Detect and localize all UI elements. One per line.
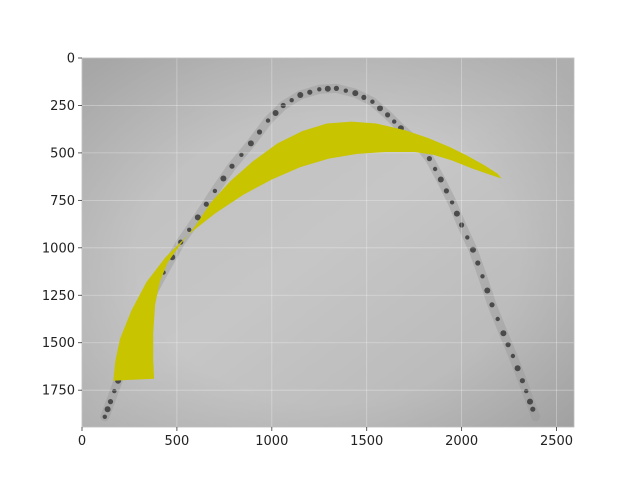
arch-marker-dot [453,210,460,217]
axes: 0 500 1000 1500 2000 2500 0 250 500 750 1000 1250 15… [42,52,575,449]
arch-marker-dot [112,388,117,394]
y-tick-label: 500 [50,146,75,161]
arch-marker-dot [449,200,455,205]
arch-marker-dot [370,99,375,104]
arch-marker-dot [265,118,271,123]
y-tick-label: 1250 [42,289,75,304]
arch-marker-dot [505,342,511,348]
arch-marker-dot [514,365,521,372]
arch-marker-dot [324,85,331,92]
arch-marker-dot [480,274,485,279]
x-tick-label: 500 [164,434,189,449]
y-tick-label: 750 [50,194,75,209]
arch-marker-dot [203,201,209,207]
arch-marker-dot [443,188,449,194]
yellow-overlay-region [113,121,502,381]
arch-marker-dot [484,287,491,294]
arch-marker-dot [256,129,263,135]
arch-marker-dot [377,105,383,112]
y-tick-label: 250 [50,99,75,114]
x-tick-label: 0 [78,434,86,449]
arch-marker-dot [437,176,444,183]
arch-marker-dot [187,227,192,232]
grid-lines [82,58,574,427]
arch-marker-dot [500,330,507,337]
arch-marker-dot [333,85,339,91]
arch-marker-dot [107,399,114,405]
y-tick-label: 1500 [42,336,75,351]
y-tick-label: 1750 [42,384,75,399]
arch-marker-dot [229,163,235,169]
y-tick-label: 0 [67,52,75,67]
arch-marker-dot [239,152,244,157]
x-tick-label: 1000 [255,434,288,449]
arch-marker-dot [519,378,526,384]
arch-marker-dot [343,88,348,93]
arch-marker-dot [524,388,529,394]
arch-marker-dot [178,239,184,245]
arch-marker-dot [247,140,254,147]
arch-marker-dot [489,302,495,308]
arch-marker-dot [392,119,397,124]
arch-marker-dot [432,166,438,172]
x-tick-label: 1500 [350,434,383,449]
x-tick-label: 2500 [540,434,573,449]
arch-marker-dot [465,235,470,240]
image-vignette [82,58,574,427]
plot-area [82,58,574,427]
arch-marker-dot [530,406,536,412]
y-tick-label: 1000 [42,241,75,256]
arch-marker-dot [220,175,227,182]
arch-marker-dot [426,156,432,162]
arch-marker-dot [361,94,367,100]
arch-marker-dot [102,414,108,419]
arch-marker-dot [212,188,218,194]
arch-marker-dot [510,353,516,359]
arch-marker-dot [495,316,500,322]
arch-marker-dot [194,214,201,221]
arch-marker-dot [297,92,304,98]
arch-marker-dot [385,112,391,118]
arch-marker-dot [280,102,286,109]
arch-marker-dot [317,87,322,92]
arch-marker-dot [272,110,279,116]
arch-marker-dot [104,406,111,413]
arch-marker-dot [527,398,533,405]
arch-marker-dot [289,98,294,103]
arch-marker-dot [459,222,465,228]
arch-marker-dot [352,90,359,97]
x-tick-label: 2000 [445,434,478,449]
arch-marker-dot [475,260,481,266]
arch-marker-dot [307,89,313,95]
arch-marker-dot [470,246,476,253]
plot-frame [81,57,575,428]
